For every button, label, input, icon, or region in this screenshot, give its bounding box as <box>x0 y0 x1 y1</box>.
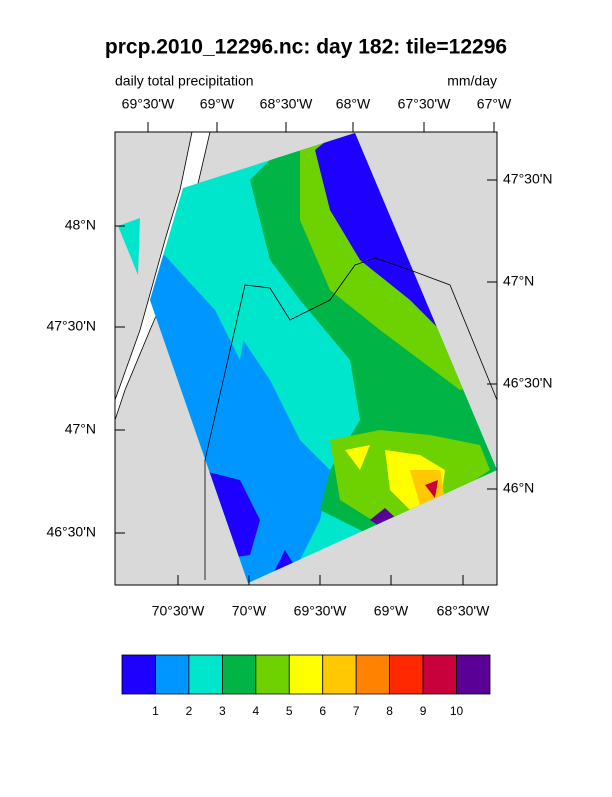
left-string: daily total precipitation <box>115 73 254 89</box>
top-tick-label: 68°30'W <box>260 96 313 112</box>
colorbar-box <box>456 654 491 695</box>
top-tick-label: 68°W <box>336 96 371 112</box>
map <box>115 132 497 585</box>
left-tick-label: 46°30'N <box>46 524 96 540</box>
colorbar-box <box>288 654 324 695</box>
border <box>204 257 497 580</box>
right-string: mm/day <box>447 73 497 89</box>
colorbar-box <box>188 654 223 695</box>
colorbar-box <box>155 654 190 695</box>
colorbar-label: 3 <box>219 704 226 718</box>
bottom-tick-label: 70°W <box>232 603 267 619</box>
colorbar-label: 4 <box>252 704 259 718</box>
frame <box>114 131 498 586</box>
bottom-tick-label: 70°30'W <box>152 603 205 619</box>
colorbar-box <box>255 654 290 695</box>
right-tick-label: 47°30'N <box>503 171 553 187</box>
colorbar-label: 10 <box>450 704 464 718</box>
colorbar-label: 7 <box>353 704 360 718</box>
colorbar-box <box>322 654 357 695</box>
left-tick-label: 47°N <box>65 421 96 437</box>
top-tick-label: 69°W <box>200 96 235 112</box>
colorbar-label: 6 <box>319 704 326 718</box>
colorbar-label: 5 <box>286 704 293 718</box>
top-tick-label: 69°30'W <box>122 96 175 112</box>
data-fragment <box>118 218 140 275</box>
bottom-tick-label: 68°30'W <box>437 603 490 619</box>
bottom-tick-label: 69°30'W <box>294 603 347 619</box>
right-tick-label: 46°N <box>503 480 534 496</box>
colorbar-box <box>121 654 156 695</box>
title: prcp.2010_12296.nc: day 182: tile=12296 <box>105 36 507 59</box>
left-tick-label: 47°30'N <box>46 318 96 334</box>
colorbar-label: 1 <box>152 704 159 718</box>
colorbar-box <box>221 654 257 695</box>
colorbar-box <box>422 654 457 695</box>
colorbar-box <box>389 654 424 695</box>
axis-labels: 69°30'W 69°W 68°30'W 68°W 67°30'W 67°W 47°30'N… <box>46 96 552 619</box>
right-tick-label: 46°30'N <box>503 375 553 391</box>
left-tick-label: 48°N <box>65 217 96 233</box>
bottom-tick-label: 69°W <box>374 603 409 619</box>
right-tick-label: 47°N <box>503 273 534 289</box>
top-tick-label: 67°W <box>477 96 512 112</box>
colorbar-label: 9 <box>420 704 427 718</box>
colorbar-box <box>355 654 391 695</box>
colorbar: 1 2 3 4 5 6 7 8 9 10 <box>121 654 491 718</box>
colorbar-label: 8 <box>386 704 393 718</box>
top-tick-label: 67°30'W <box>398 96 451 112</box>
colorbar-label: 2 <box>186 704 193 718</box>
